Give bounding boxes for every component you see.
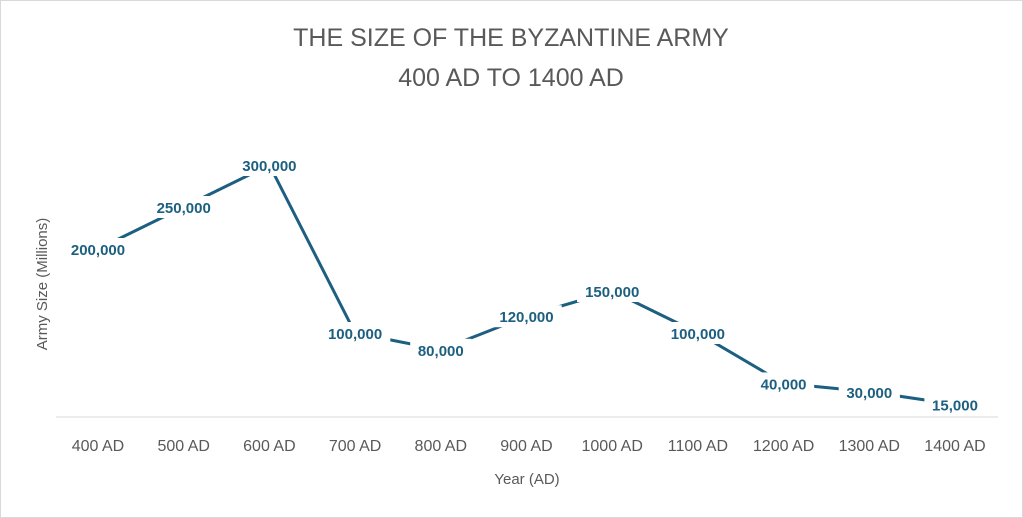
- x-tick-label: 900 AD: [500, 438, 552, 455]
- data-label: 40,000: [761, 376, 807, 393]
- data-label-background: [319, 322, 391, 344]
- x-tick-label: 1100 AD: [668, 438, 728, 455]
- data-label: 150,000: [585, 284, 639, 301]
- data-label: 250,000: [157, 200, 211, 217]
- data-label: 120,000: [499, 309, 553, 326]
- chart-title-line-2: 400 AD TO 1400 AD: [398, 64, 624, 92]
- data-label-background: [62, 238, 134, 260]
- data-label: 100,000: [671, 326, 725, 343]
- data-label: 30,000: [846, 385, 892, 402]
- x-tick-label: 1400 AD: [924, 438, 985, 455]
- chart-title-line-1: THE SIZE OF THE BYZANTINE ARMY: [293, 24, 729, 52]
- x-tick-label: 800 AD: [415, 438, 467, 455]
- data-label-background: [662, 322, 734, 344]
- data-label-background: [410, 338, 472, 361]
- data-label-background: [491, 305, 562, 328]
- x-tick-label: 400 AD: [72, 438, 124, 455]
- x-tick-label: 600 AD: [243, 438, 295, 455]
- data-label: 100,000: [328, 326, 382, 343]
- data-label-background: [838, 380, 900, 403]
- x-tick-label: 700 AD: [329, 438, 381, 455]
- data-label: 80,000: [418, 343, 464, 360]
- x-tick-label: 1200 AD: [753, 438, 814, 455]
- data-label: 200,000: [71, 242, 125, 259]
- data-label-background: [148, 196, 219, 218]
- series-line: [97, 163, 956, 406]
- x-tick-label: 500 AD: [157, 438, 209, 455]
- x-axis-label: Year (AD): [494, 471, 559, 488]
- data-label-background: [234, 154, 305, 176]
- x-tick-label: 1300 AD: [839, 438, 900, 455]
- data-label-background: [577, 280, 648, 302]
- data-label-background: [924, 393, 986, 416]
- data-label: 15,000: [932, 397, 978, 414]
- x-tick-label: 1000 AD: [582, 438, 643, 455]
- data-label-background: [753, 372, 815, 395]
- data-label: 300,000: [242, 158, 296, 175]
- y-axis-label: Army Size (Millions): [34, 218, 51, 351]
